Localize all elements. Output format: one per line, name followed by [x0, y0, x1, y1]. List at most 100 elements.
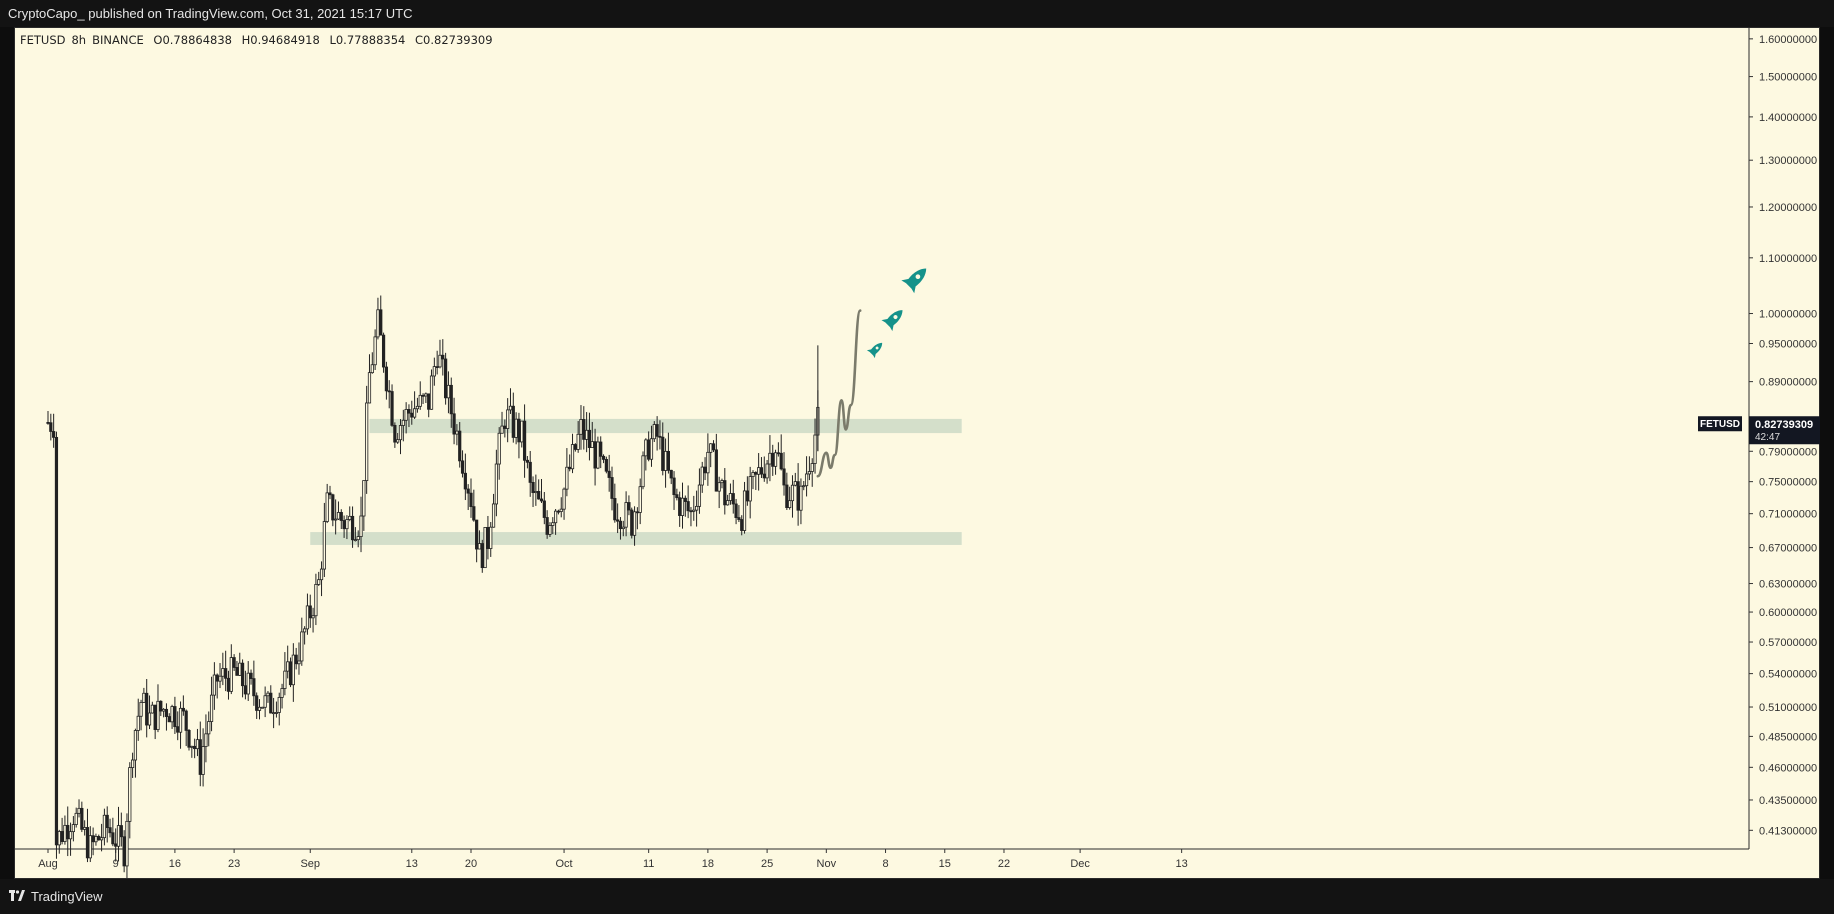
candle: [779, 434, 783, 471]
candle: [119, 812, 123, 847]
candle: [404, 402, 408, 434]
time-axis-label: Sep: [300, 858, 320, 870]
candle: [455, 424, 459, 446]
price-axis-label: 1.50000000: [1759, 72, 1817, 84]
candle-body: [147, 712, 152, 726]
candle-body: [790, 484, 795, 502]
candle: [503, 419, 507, 438]
candle: [742, 481, 747, 534]
candle: [714, 433, 718, 492]
candle: [71, 816, 75, 842]
candle-body: [545, 517, 549, 535]
candle-body: [449, 384, 453, 415]
candle: [105, 806, 109, 843]
candle-body: [269, 692, 273, 714]
candle-body: [762, 473, 766, 479]
candle-body: [277, 697, 281, 713]
candle: [562, 487, 566, 520]
candle-body: [666, 450, 671, 471]
candle-body: [195, 739, 200, 750]
candle: [334, 499, 338, 535]
time-axis-label: 25: [761, 858, 773, 870]
candle-body: [807, 471, 812, 475]
candle: [85, 808, 90, 863]
candle-body: [229, 657, 233, 692]
candle-body: [742, 490, 747, 531]
candle-body: [255, 695, 259, 711]
candle-body: [483, 527, 487, 569]
candle-body: [782, 468, 786, 486]
candle-body: [765, 463, 769, 479]
candle: [477, 530, 482, 550]
candle-body: [415, 405, 420, 410]
tradingview-logo[interactable]: TradingView: [9, 889, 103, 904]
candle-body: [649, 438, 654, 460]
rocket-fin: [901, 278, 917, 294]
price-axis-label: 0.71000000: [1759, 509, 1817, 521]
candle: [463, 453, 467, 501]
candle: [508, 388, 513, 414]
candle: [539, 479, 544, 503]
candle-body: [348, 515, 352, 520]
candle-body: [294, 654, 298, 665]
candle-body: [537, 491, 541, 500]
candle: [669, 469, 673, 485]
candle: [765, 460, 769, 484]
candle-body: [266, 692, 270, 697]
candle: [167, 713, 171, 723]
candle-body: [711, 443, 716, 451]
candle-body: [404, 409, 408, 421]
candle-body: [105, 814, 109, 829]
zone-support: [310, 532, 962, 545]
candle-body: [469, 492, 473, 508]
candle-body: [156, 700, 160, 730]
candle: [480, 539, 484, 573]
candle-body: [153, 704, 157, 730]
candle: [91, 827, 95, 856]
candle-body: [232, 657, 236, 668]
candle-body: [184, 710, 188, 731]
candle: [407, 404, 411, 428]
candle: [500, 411, 504, 434]
candle-body: [412, 408, 417, 418]
candle: [229, 644, 233, 695]
candle: [74, 807, 78, 828]
candle-body: [297, 660, 301, 665]
candle-body: [159, 700, 163, 712]
candle: [291, 643, 295, 702]
candle: [630, 507, 634, 539]
candle: [709, 443, 713, 468]
candle-body: [714, 449, 718, 492]
candle-body: [164, 708, 169, 717]
candle-body: [455, 430, 459, 435]
candle: [252, 660, 256, 706]
candles: [46, 295, 820, 879]
candle-body: [604, 458, 608, 472]
candle-body: [652, 424, 656, 440]
candle-body: [381, 334, 386, 368]
candle: [353, 527, 357, 542]
candle-body: [731, 493, 735, 505]
candle: [133, 728, 138, 778]
candle-body: [804, 473, 809, 487]
candle: [655, 416, 659, 451]
candle: [350, 506, 355, 548]
candle-body: [243, 685, 247, 695]
candle-body: [697, 484, 702, 507]
candle: [322, 502, 326, 577]
candle: [77, 799, 81, 818]
candle: [387, 380, 391, 409]
candle: [680, 482, 685, 529]
candle: [534, 474, 538, 506]
candle-body: [757, 467, 761, 475]
candle: [723, 468, 727, 515]
candle: [587, 412, 592, 461]
candle: [164, 703, 169, 731]
author-name[interactable]: CryptoCapo_: [8, 6, 85, 21]
candle-body: [528, 461, 532, 483]
price-axis-label: 0.95000000: [1759, 338, 1817, 350]
candle-body: [441, 354, 445, 360]
candle-body: [463, 472, 467, 490]
candle: [810, 458, 814, 487]
